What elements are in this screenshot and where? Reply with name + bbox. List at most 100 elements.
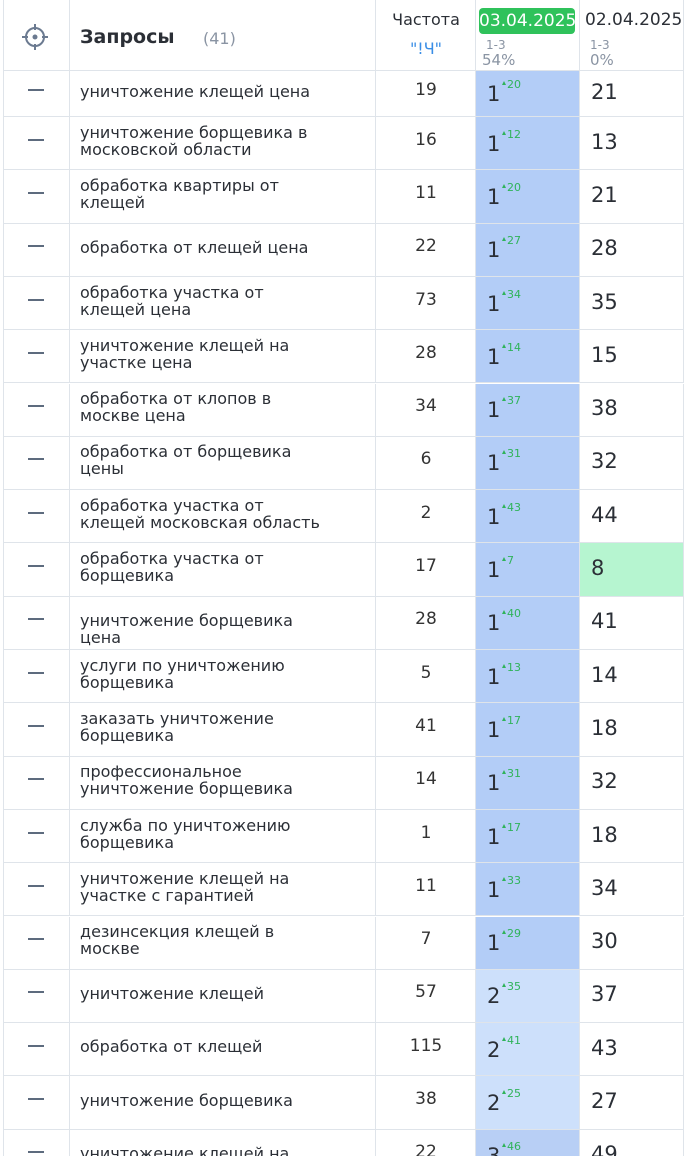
freq-cell: [376, 863, 476, 917]
prev-position-cell: [580, 916, 684, 970]
remove-icon[interactable]: [28, 245, 44, 248]
icon-cell: [3, 1129, 70, 1156]
icon-cell: [3, 170, 70, 224]
remove-icon[interactable]: [28, 884, 44, 887]
remove-icon[interactable]: [28, 671, 44, 674]
query-cell: [70, 756, 376, 810]
position-cell: [476, 1129, 580, 1156]
prev-position: 32: [591, 449, 618, 474]
icon-cell: [3, 916, 70, 970]
remove-icon[interactable]: [28, 938, 44, 941]
remove-icon[interactable]: [28, 511, 44, 514]
prev-position-cell: [580, 1129, 684, 1156]
position-cell: [476, 543, 580, 597]
freq-cell: [376, 1076, 476, 1130]
frequency: 1: [420, 822, 432, 843]
position: 1: [487, 82, 501, 106]
query-count: (41): [203, 29, 236, 48]
remove-icon[interactable]: [28, 1044, 44, 1047]
position-cell: [476, 916, 580, 970]
prev-position: 37: [591, 982, 618, 1007]
position-change: 12: [502, 128, 521, 141]
icon-cell: [3, 71, 70, 117]
position: 1: [487, 931, 501, 956]
icon-cell: [3, 1076, 70, 1130]
frequency: 5: [420, 662, 432, 683]
position-cell: [476, 809, 580, 864]
remove-icon[interactable]: [28, 351, 44, 354]
remove-icon[interactable]: [28, 778, 44, 781]
icon-cell: [3, 330, 70, 384]
query-text: обработка от клещей цена: [80, 237, 309, 257]
position-cell: [476, 383, 580, 437]
position-change: 13: [502, 661, 521, 674]
remove-icon[interactable]: [28, 724, 44, 727]
prev-position: 21: [591, 182, 618, 207]
prev-position: 13: [591, 129, 618, 154]
remove-icon[interactable]: [28, 1098, 44, 1101]
remove-icon[interactable]: [28, 1151, 44, 1154]
freq-mode[interactable]: "!Ч": [409, 39, 443, 58]
position: 1: [487, 558, 501, 583]
remove-icon[interactable]: [28, 831, 44, 834]
freq-cell: [376, 703, 476, 757]
position: 3: [487, 1144, 500, 1156]
remove-icon[interactable]: [28, 191, 44, 194]
query-cell: [70, 490, 376, 544]
frequency: 34: [415, 396, 437, 417]
remove-icon[interactable]: [28, 138, 44, 141]
date1-badge[interactable]: 03.04.2025: [479, 8, 576, 34]
icon-cell: [3, 596, 70, 650]
date2-title[interactable]: 02.04.2025: [585, 10, 683, 30]
freq-cell: [376, 436, 476, 491]
remove-icon[interactable]: [28, 618, 44, 621]
left-border: [3, 0, 4, 1156]
icon-cell: [3, 223, 70, 277]
prev-position: 14: [591, 662, 618, 687]
remove-icon[interactable]: [28, 991, 44, 994]
position-cell: [476, 969, 580, 1024]
position: 1: [487, 877, 501, 902]
remove-icon[interactable]: [28, 405, 44, 408]
prev-position: 44: [591, 502, 618, 527]
position-cell: [476, 436, 580, 491]
prev-position: 41: [591, 609, 618, 634]
header-query-cell: Запросы (41): [70, 0, 376, 71]
freq-cell: [376, 1129, 476, 1156]
freq-cell: [376, 490, 476, 544]
position-change: 25: [502, 1087, 521, 1100]
position-cell: [476, 863, 580, 917]
position: 1: [487, 717, 501, 742]
query-text: заказать уничтожение борщевика: [80, 708, 274, 745]
freq-cell: [376, 969, 476, 1024]
position: 1: [487, 611, 501, 636]
query-cell: [70, 596, 376, 650]
header-icon-cell: [3, 0, 70, 71]
prev-position-cell: [580, 330, 684, 384]
target-icon[interactable]: [20, 22, 50, 52]
remove-icon[interactable]: [28, 458, 44, 461]
position-cell: [476, 170, 580, 224]
frequency: 28: [415, 342, 437, 363]
position-change: 31: [502, 767, 521, 780]
column-title[interactable]: Запросы: [80, 26, 175, 48]
position: 1: [487, 504, 501, 529]
remove-icon[interactable]: [28, 565, 44, 568]
remove-icon[interactable]: [28, 89, 44, 91]
query-cell: [70, 650, 376, 704]
query-text: услуги по уничтожению борщевика: [80, 655, 285, 692]
prev-position-cell: [580, 223, 684, 277]
freq-cell: [376, 71, 476, 117]
position-change: 14: [502, 341, 521, 354]
frequency: 28: [415, 609, 437, 630]
prev-position-cell: [580, 756, 684, 810]
icon-cell: [3, 436, 70, 491]
prev-position-cell: [580, 1023, 684, 1077]
query-cell: [70, 1076, 376, 1130]
freq-cell: [376, 117, 476, 171]
remove-icon[interactable]: [28, 298, 44, 301]
prev-position-cell: [580, 969, 684, 1024]
prev-position-cell: [580, 650, 684, 704]
query-cell: [70, 170, 376, 224]
